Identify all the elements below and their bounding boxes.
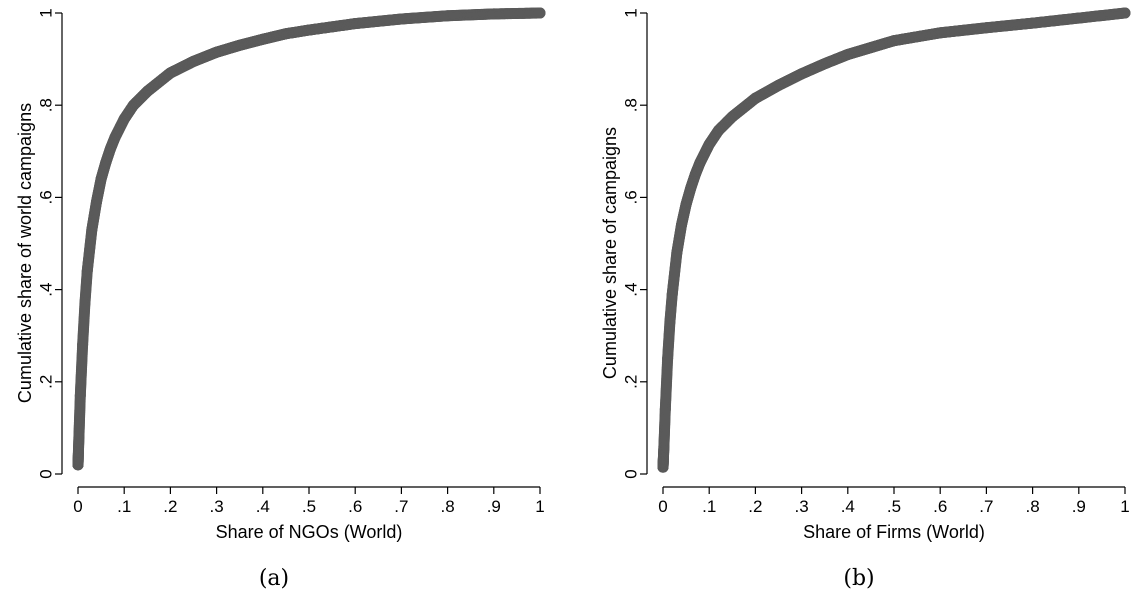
y-tick-label: .2 (37, 375, 56, 389)
x-tick-label: .5 (887, 497, 901, 516)
x-tick-label: .4 (256, 497, 270, 516)
x-tick-label: .6 (933, 497, 947, 516)
y-tick-label: .6 (37, 190, 56, 204)
y-axis-title: Cumulative share of world campaigns (15, 103, 35, 403)
y-tick-label: 0 (622, 469, 641, 478)
x-tick-label: .5 (302, 497, 316, 516)
x-tick-label: .7 (979, 497, 993, 516)
x-tick-label: .1 (117, 497, 131, 516)
x-tick-label: .2 (163, 497, 177, 516)
x-tick-label: .9 (1072, 497, 1086, 516)
y-tick-label: .6 (622, 190, 641, 204)
y-tick-label: .4 (622, 283, 641, 297)
y-tick-label: .4 (37, 283, 56, 297)
panel-b: 0 .1 .2 .3 .4 .5 .6 .7 .8 .9 1 0 .2 .4 .6 .8 1 Share of F… (600, 7, 1131, 591)
y-axis-title: Cumulative share of campaigns (600, 127, 620, 379)
panel-caption: (a) (259, 566, 289, 591)
data-points (72, 7, 546, 471)
data-points (657, 7, 1131, 473)
y-tick-label: .2 (622, 375, 641, 389)
x-tick-label: .3 (795, 497, 809, 516)
x-axis-title: Share of NGOs (World) (216, 522, 403, 542)
panel-a: 0 .1 .2 .3 .4 .5 .6 .7 .8 .9 1 0 .2 .4 .6 .8 1 Share of N… (15, 7, 546, 591)
data-point (534, 7, 546, 19)
x-tick-label: .9 (487, 497, 501, 516)
y-tick-label: 1 (37, 8, 56, 17)
x-tick-label: .6 (348, 497, 362, 516)
x-tick-label: .1 (702, 497, 716, 516)
x-tick-label: .3 (210, 497, 224, 516)
y-tick-label: 0 (37, 469, 56, 478)
panel-caption: (b) (843, 566, 874, 591)
x-tick-label: 1 (1120, 497, 1129, 516)
x-tick-label: 0 (73, 497, 82, 516)
y-tick-label: 1 (622, 8, 641, 17)
y-tick-label: .8 (622, 98, 641, 112)
x-tick-label: .7 (394, 497, 408, 516)
x-tick-label: 1 (535, 497, 544, 516)
data-point (1119, 7, 1131, 19)
x-tick-label: .8 (1026, 497, 1040, 516)
x-tick-label: .2 (748, 497, 762, 516)
x-axis-title: Share of Firms (World) (803, 522, 985, 542)
y-tick-label: .8 (37, 98, 56, 112)
x-tick-label: .8 (441, 497, 455, 516)
x-tick-label: 0 (658, 497, 667, 516)
x-tick-label: .4 (841, 497, 855, 516)
